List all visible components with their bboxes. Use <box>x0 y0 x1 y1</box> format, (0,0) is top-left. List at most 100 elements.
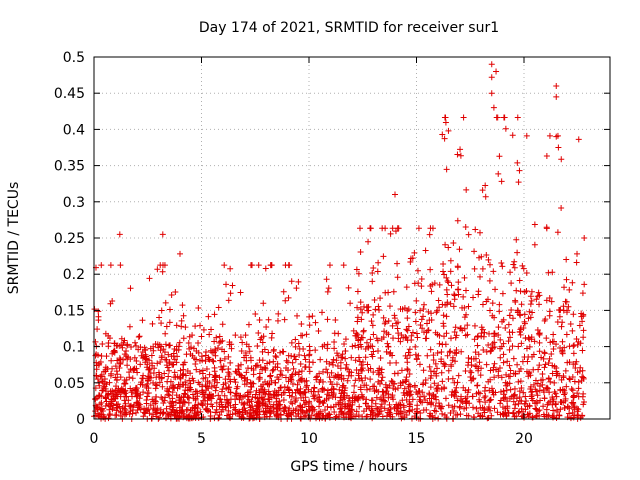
data-point <box>163 405 170 412</box>
data-point <box>323 366 330 373</box>
data-point <box>297 406 304 413</box>
data-point <box>404 315 411 322</box>
data-point <box>281 316 288 323</box>
data-point <box>121 351 128 358</box>
data-point <box>196 357 203 364</box>
data-point <box>502 379 509 386</box>
data-point <box>265 381 272 388</box>
data-point <box>355 354 362 361</box>
data-point <box>277 367 284 374</box>
data-point <box>574 250 581 257</box>
data-point <box>389 352 396 359</box>
data-point <box>193 366 200 373</box>
data-point <box>170 408 177 415</box>
data-point <box>409 255 416 262</box>
data-point <box>389 225 396 232</box>
data-point <box>580 375 587 382</box>
data-point <box>180 370 187 377</box>
data-point <box>468 369 475 376</box>
data-point <box>268 262 275 269</box>
data-point <box>374 337 381 344</box>
data-point <box>117 356 124 363</box>
data-point <box>436 332 443 339</box>
data-point <box>566 359 573 366</box>
data-point <box>536 301 543 308</box>
data-point <box>206 331 213 338</box>
data-point <box>532 386 539 393</box>
data-point <box>540 387 547 394</box>
data-point <box>155 369 162 376</box>
data-point <box>200 326 207 333</box>
data-point <box>297 360 304 367</box>
data-point <box>549 370 556 377</box>
data-point <box>375 378 382 385</box>
data-point <box>362 354 369 361</box>
data-point <box>198 353 205 360</box>
data-point <box>132 339 139 346</box>
data-point <box>182 324 189 331</box>
data-point <box>232 401 239 408</box>
data-point <box>495 324 502 331</box>
data-point <box>216 412 223 419</box>
data-point <box>481 394 488 401</box>
data-point <box>528 297 535 304</box>
data-point <box>263 409 270 416</box>
data-point <box>166 319 173 326</box>
data-point <box>225 386 232 393</box>
data-point <box>304 382 311 389</box>
data-point <box>139 349 146 356</box>
data-point <box>554 408 561 415</box>
data-point <box>382 381 389 388</box>
data-point <box>540 411 547 418</box>
data-point <box>162 341 169 348</box>
data-point <box>217 396 224 403</box>
data-point <box>238 414 245 421</box>
data-point <box>442 395 449 402</box>
data-point <box>227 265 234 272</box>
data-point <box>395 402 402 409</box>
data-point <box>428 288 435 295</box>
y-tick-label: 0.05 <box>54 376 85 392</box>
data-point <box>121 397 128 404</box>
data-point <box>534 327 541 334</box>
data-point <box>295 410 302 417</box>
data-point <box>137 361 144 368</box>
data-point <box>407 258 414 265</box>
data-point <box>280 288 287 295</box>
data-point <box>323 276 330 283</box>
data-point <box>377 407 384 414</box>
data-point <box>519 412 526 419</box>
data-point <box>265 349 272 356</box>
data-point <box>342 365 349 372</box>
data-point <box>306 347 313 354</box>
data-point <box>327 378 334 385</box>
data-point <box>367 376 374 383</box>
data-point <box>445 127 452 134</box>
data-point <box>157 410 164 417</box>
data-point <box>553 341 560 348</box>
data-point <box>354 318 361 325</box>
data-point <box>213 399 220 406</box>
data-point <box>95 317 102 324</box>
data-point <box>394 325 401 332</box>
data-point <box>553 364 560 371</box>
data-point <box>127 403 134 410</box>
data-point <box>420 313 427 320</box>
data-point <box>333 374 340 381</box>
data-point <box>241 392 248 399</box>
data-point <box>566 286 573 293</box>
data-point <box>254 343 261 350</box>
data-point <box>195 349 202 356</box>
data-point <box>212 373 219 380</box>
data-point <box>282 297 289 304</box>
data-point <box>154 360 161 367</box>
data-point <box>507 367 514 374</box>
data-point <box>520 389 527 396</box>
data-point <box>330 386 337 393</box>
data-point <box>232 368 239 375</box>
data-point <box>442 119 449 126</box>
data-point <box>439 301 446 308</box>
data-point <box>148 352 155 359</box>
data-point <box>434 307 441 314</box>
data-point <box>199 383 206 390</box>
